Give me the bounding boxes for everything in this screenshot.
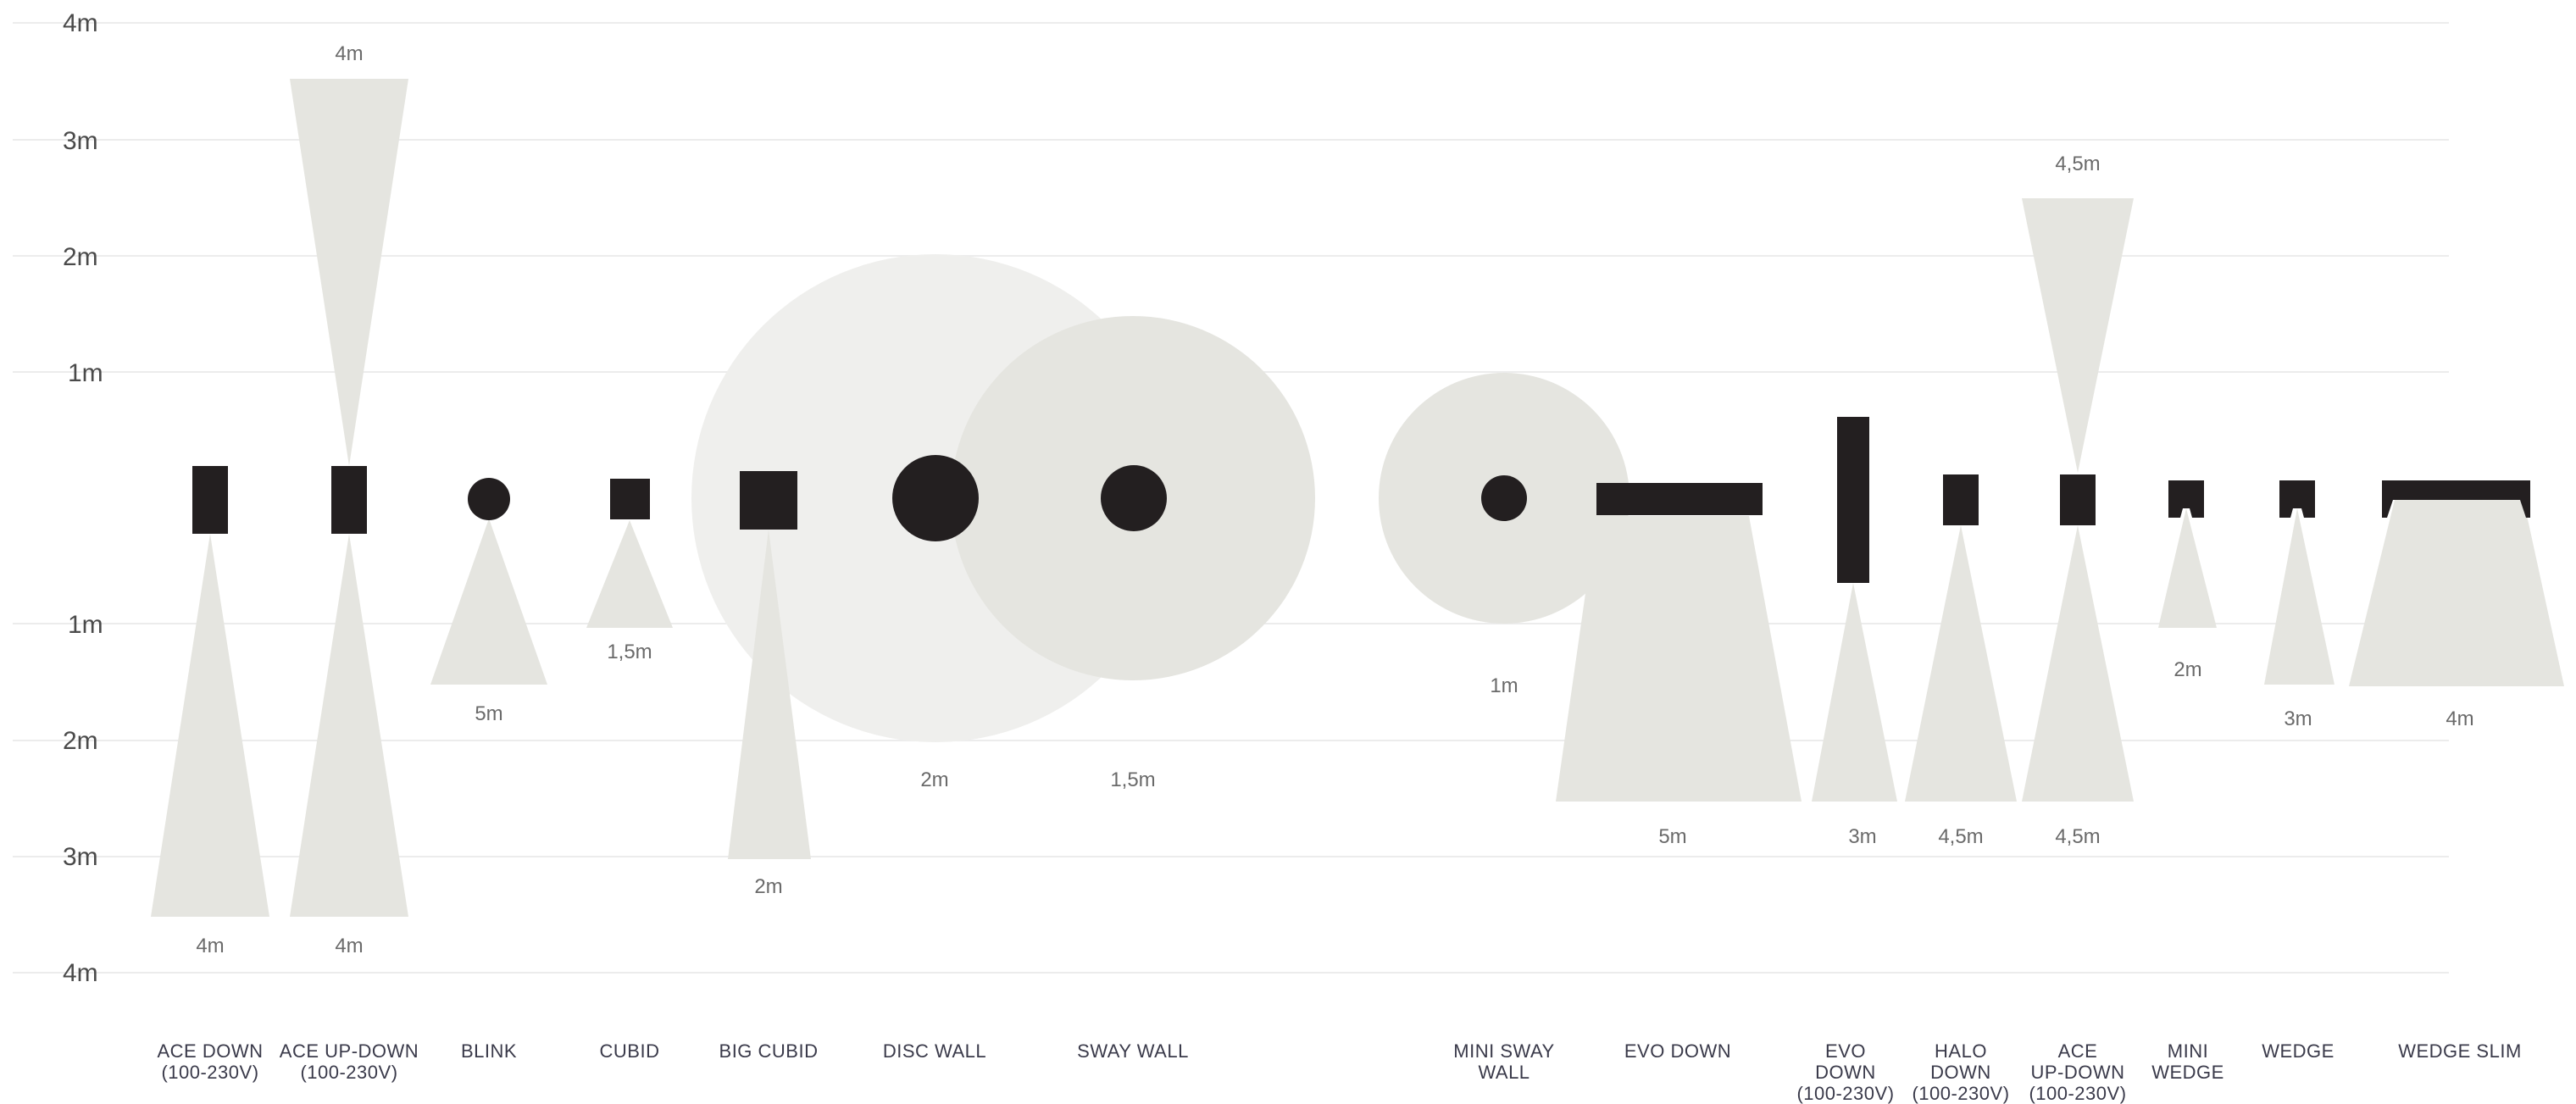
- product-name-line: WEDGE SLIM: [2398, 1040, 2522, 1062]
- beam-cubid: [586, 520, 673, 628]
- product-name-line: MINI SWAY: [1453, 1040, 1554, 1062]
- product-name-evo-down: EVO DOWN: [1624, 1040, 1731, 1062]
- product-name-halo-down: HALO DOWN (100-230V): [1912, 1040, 2009, 1104]
- dim-label-big-cubid: 2m: [754, 875, 782, 898]
- product-name-line: (100-230V): [300, 1062, 397, 1083]
- product-name-disc-wall: DISC WALL: [883, 1040, 986, 1062]
- product-name-mini-sway-wall: MINI SWAY WALL: [1453, 1040, 1554, 1083]
- product-name-line: UP-DOWN: [2030, 1062, 2124, 1083]
- dim-label-ace-up-down-2-up: 4,5m: [2055, 153, 2100, 175]
- axis-label-down-2m: 2m: [63, 727, 98, 755]
- dim-label-evo-down: 5m: [1658, 825, 1686, 848]
- beam-ace-up-down-2-down: [2022, 525, 2134, 802]
- beam-evo-down-230: [1812, 583, 1897, 802]
- fixture-wedge: [2279, 480, 2315, 518]
- dim-label-halo-down: 4,5m: [1938, 825, 1983, 848]
- axis-label-up-3m: 3m: [63, 127, 98, 155]
- axis-label-down-1m: 1m: [68, 611, 103, 639]
- dim-label-mini-sway-wall: 1m: [1490, 674, 1518, 697]
- fixture-ace-up-down: [331, 466, 367, 534]
- axis-label-up-2m: 2m: [63, 243, 98, 271]
- dim-label-cubid: 1,5m: [607, 641, 652, 663]
- product-name-ace-up-down: ACE UP-DOWN (100-230V): [280, 1040, 419, 1083]
- axis-label-down-3m: 3m: [63, 843, 98, 871]
- beam-big-cubid: [728, 530, 811, 859]
- fixture-ace-down: [192, 466, 228, 534]
- fixture-blink: [468, 478, 510, 520]
- beam-ace-down: [151, 534, 269, 917]
- product-name-line: MINI: [2168, 1040, 2208, 1062]
- beam-mini-wedge: [2158, 508, 2217, 628]
- product-name-line: (100-230V): [161, 1062, 258, 1083]
- fixture-cubid: [610, 479, 650, 519]
- product-names: ACE DOWN (100-230V)ACE UP-DOWN (100-230V)B…: [158, 1040, 2522, 1104]
- fixture-wedge-slim: [2382, 480, 2530, 518]
- product-name-line: (100-230V): [2029, 1083, 2126, 1104]
- beam-wedge-slim: [2349, 500, 2564, 686]
- product-name-line: ACE: [2058, 1040, 2098, 1062]
- fixture-disc-wall: [892, 455, 979, 541]
- product-name-line: EVO DOWN: [1624, 1040, 1731, 1062]
- axis-labels: 4m 3m 2m 1m 1m 2m 3m 4m: [63, 9, 103, 987]
- axis-label-up-1m: 1m: [68, 359, 103, 387]
- product-name-line: SWAY WALL: [1077, 1040, 1189, 1062]
- fixtures: [192, 417, 2530, 583]
- product-name-evo-down-230: EVO DOWN (100-230V): [1796, 1040, 1894, 1104]
- product-name-cubid: CUBID: [600, 1040, 660, 1062]
- axis-label-down-4m: 4m: [63, 959, 98, 987]
- dim-label-wedge-slim: 4m: [2446, 707, 2473, 730]
- product-name-line: WEDGE: [2151, 1062, 2224, 1083]
- axis-label-up-4m: 4m: [63, 9, 98, 37]
- beam-evo-down: [1556, 516, 1802, 802]
- dim-label-wedge: 3m: [2284, 707, 2312, 730]
- fixture-mini-wedge: [2168, 480, 2204, 518]
- product-name-ace-down: ACE DOWN (100-230V): [158, 1040, 264, 1083]
- beam-blink: [430, 519, 547, 685]
- dim-label-ace-up-down-down: 4m: [335, 935, 363, 957]
- fixture-halo-down: [1943, 474, 1979, 525]
- fixture-evo-down-230: [1837, 417, 1869, 583]
- product-name-wedge: WEDGE: [2262, 1040, 2334, 1062]
- dimension-labels: 4m 4m 4m 5m 1,5m 2m 2m 1,5m 1m 5m 3m 4,5…: [196, 42, 2473, 957]
- product-name-line: HALO: [1935, 1040, 1987, 1062]
- product-name-line: BLINK: [461, 1040, 517, 1062]
- dim-label-evo-down-230: 3m: [1848, 825, 1876, 848]
- product-name-line: CUBID: [600, 1040, 660, 1062]
- fixture-big-cubid: [740, 471, 797, 530]
- dim-label-disc-wall: 2m: [920, 768, 948, 791]
- product-name-line: DOWN: [1815, 1062, 1876, 1083]
- dim-label-mini-wedge: 2m: [2174, 658, 2201, 681]
- beam-ace-up-down-2-up: [2022, 198, 2134, 473]
- product-name-big-cubid: BIG CUBID: [719, 1040, 819, 1062]
- product-name-line: EVO: [1825, 1040, 1866, 1062]
- product-name-ace-up-down-2: ACE UP-DOWN (100-230V): [2029, 1040, 2126, 1104]
- beam-halo-down: [1905, 525, 2017, 802]
- product-name-line: DOWN: [1930, 1062, 1991, 1083]
- fixture-sway-wall: [1101, 465, 1167, 531]
- dim-label-blink: 5m: [475, 702, 502, 725]
- beam-ace-up-down-up: [290, 79, 408, 466]
- product-name-line: (100-230V): [1796, 1083, 1894, 1104]
- dim-label-sway-wall: 1,5m: [1110, 768, 1155, 791]
- product-name-sway-wall: SWAY WALL: [1077, 1040, 1189, 1062]
- fixture-ace-up-down-2: [2060, 474, 2096, 525]
- dim-label-ace-up-down-2-down: 4,5m: [2055, 825, 2100, 848]
- product-name-line: (100-230V): [1912, 1083, 2009, 1104]
- product-name-line: ACE UP-DOWN: [280, 1040, 419, 1062]
- product-name-line: DISC WALL: [883, 1040, 986, 1062]
- dim-label-ace-up-down-up: 4m: [335, 42, 363, 65]
- product-name-line: WALL: [1478, 1062, 1530, 1083]
- beam-wedge: [2264, 508, 2334, 685]
- dim-label-ace-down: 4m: [196, 935, 224, 957]
- product-name-wedge-slim: WEDGE SLIM: [2398, 1040, 2522, 1062]
- product-name-mini-wedge: MINI WEDGE: [2151, 1040, 2224, 1083]
- product-name-line: WEDGE: [2262, 1040, 2334, 1062]
- product-name-line: ACE DOWN: [158, 1040, 264, 1062]
- fixture-mini-sway-wall: [1481, 475, 1527, 521]
- fixture-evo-down: [1596, 483, 1763, 515]
- product-name-line: BIG CUBID: [719, 1040, 819, 1062]
- beam-ace-up-down-down: [290, 534, 408, 917]
- product-name-blink: BLINK: [461, 1040, 517, 1062]
